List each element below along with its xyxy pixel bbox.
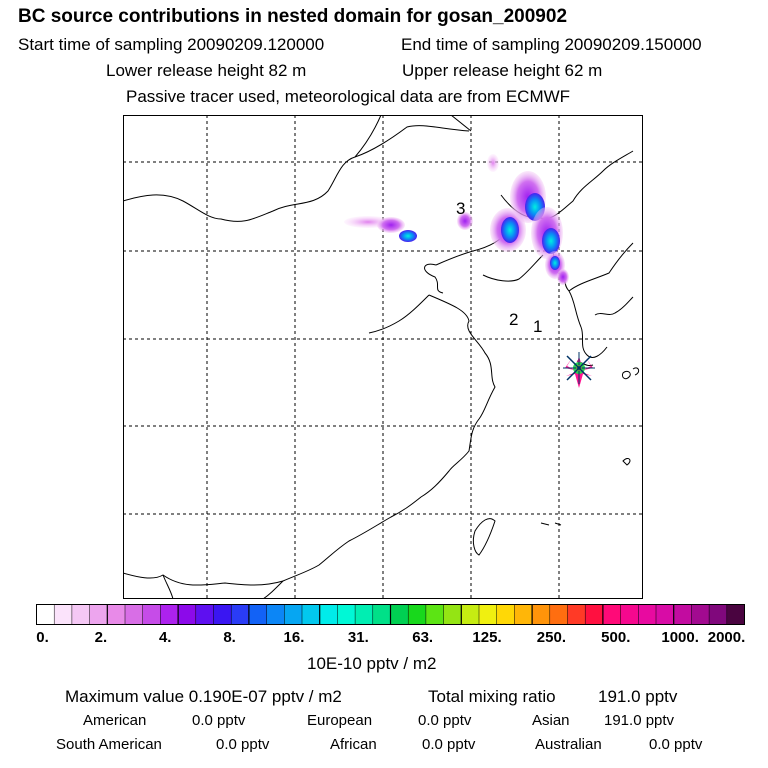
colorbar-tick-label: 8. bbox=[223, 629, 236, 646]
tracer-note: Passive tracer used, meteorological data… bbox=[126, 87, 571, 106]
end-time: End time of sampling 20090209.150000 bbox=[401, 35, 702, 54]
colorbar-tick-label: 1000. bbox=[661, 629, 699, 646]
map-panel: 1 2 3 bbox=[123, 115, 643, 599]
total-mixing-ratio-value: 191.0 pptv bbox=[598, 687, 678, 706]
african-value: 0.0 pptv bbox=[422, 736, 476, 753]
colorbar-cell bbox=[726, 604, 745, 625]
colorbar-cell bbox=[355, 604, 374, 625]
european-label: European bbox=[307, 712, 373, 729]
south-american-label: South American bbox=[56, 736, 162, 753]
colorbar-cell bbox=[195, 604, 214, 625]
colorbar-tick-label: 250. bbox=[536, 629, 567, 646]
colorbar-cell bbox=[656, 604, 675, 625]
american-value: 0.0 pptv bbox=[192, 712, 246, 729]
colorbar-cell bbox=[691, 604, 710, 625]
colorbar-cell bbox=[461, 604, 480, 625]
plot-title: BC source contributions in nested domain… bbox=[18, 6, 568, 27]
colorbar-cell bbox=[231, 604, 250, 625]
source-label-3: 3 bbox=[456, 199, 465, 218]
asian-label: Asian bbox=[532, 712, 570, 729]
colorbar-cell bbox=[71, 604, 90, 625]
colorbar-cell bbox=[709, 604, 728, 625]
colorbar-cell bbox=[620, 604, 639, 625]
colorbar-tick-label: 125. bbox=[472, 629, 502, 646]
australian-value: 0.0 pptv bbox=[649, 736, 703, 753]
colorbar-tick-label: 2. bbox=[94, 629, 108, 646]
asian-value: 191.0 pptv bbox=[604, 712, 675, 729]
colorbar-cell bbox=[443, 604, 462, 625]
colorbar-tick-label: 500. bbox=[601, 629, 631, 646]
colorbar-cell bbox=[673, 604, 692, 625]
colorbar-cell bbox=[602, 604, 621, 625]
colorbar-cell bbox=[337, 604, 356, 625]
colorbar-tick-label: 0. bbox=[36, 629, 49, 646]
colorbar-cell bbox=[160, 604, 179, 625]
total-mixing-ratio-label: Total mixing ratio bbox=[428, 687, 556, 706]
colorbar-tick-label: 31. bbox=[347, 629, 369, 646]
colorbar-cell bbox=[372, 604, 391, 625]
colorbar-cell bbox=[54, 604, 73, 625]
colorbar-cell bbox=[284, 604, 303, 625]
african-label: African bbox=[330, 736, 377, 753]
colorbar-cell bbox=[178, 604, 197, 625]
colorbar-cell bbox=[213, 604, 232, 625]
colorbar-tick-label: 63. bbox=[412, 629, 434, 646]
colorbar bbox=[36, 604, 745, 625]
colorbar-cell bbox=[390, 604, 409, 625]
colorbar-cell bbox=[425, 604, 444, 625]
colorbar-cell bbox=[107, 604, 126, 625]
colorbar-cell bbox=[479, 604, 498, 625]
australian-label: Australian bbox=[535, 736, 602, 753]
colorbar-cell bbox=[496, 604, 515, 625]
american-label: American bbox=[83, 712, 147, 729]
colorbar-cell bbox=[408, 604, 427, 625]
concentration-plume bbox=[344, 154, 569, 285]
colorbar-cell bbox=[514, 604, 533, 625]
south-american-value: 0.0 pptv bbox=[216, 736, 270, 753]
colorbar-tick-label: 16. bbox=[283, 629, 305, 646]
receptor-marker bbox=[563, 352, 595, 388]
lower-release-height: Lower release height 82 m bbox=[106, 61, 307, 80]
colorbar-tick-label: 2000. bbox=[707, 629, 746, 646]
colorbar-cell bbox=[585, 604, 604, 625]
start-time: Start time of sampling 20090209.120000 bbox=[18, 35, 325, 54]
colorbar-cell bbox=[532, 604, 551, 625]
colorbar-cell bbox=[549, 604, 568, 625]
maximum-value: Maximum value 0.190E-07 pptv / m2 bbox=[65, 687, 342, 706]
source-label-1: 1 bbox=[533, 317, 542, 336]
colorbar-cell bbox=[567, 604, 586, 625]
colorbar-cell bbox=[142, 604, 161, 625]
colorbar-cell bbox=[36, 604, 55, 625]
colorbar-cell bbox=[302, 604, 321, 625]
colorbar-cell bbox=[125, 604, 144, 625]
colorbar-cell bbox=[319, 604, 338, 625]
colorbar-cell bbox=[248, 604, 267, 625]
colorbar-cell bbox=[638, 604, 657, 625]
colorbar-units: 10E-10 pptv / m2 bbox=[307, 654, 437, 673]
upper-release-height: Upper release height 62 m bbox=[402, 61, 603, 80]
colorbar-cell bbox=[89, 604, 108, 625]
colorbar-cell bbox=[266, 604, 285, 625]
colorbar-tick-label: 4. bbox=[158, 629, 172, 646]
source-label-2: 2 bbox=[509, 310, 518, 329]
european-value: 0.0 pptv bbox=[418, 712, 472, 729]
